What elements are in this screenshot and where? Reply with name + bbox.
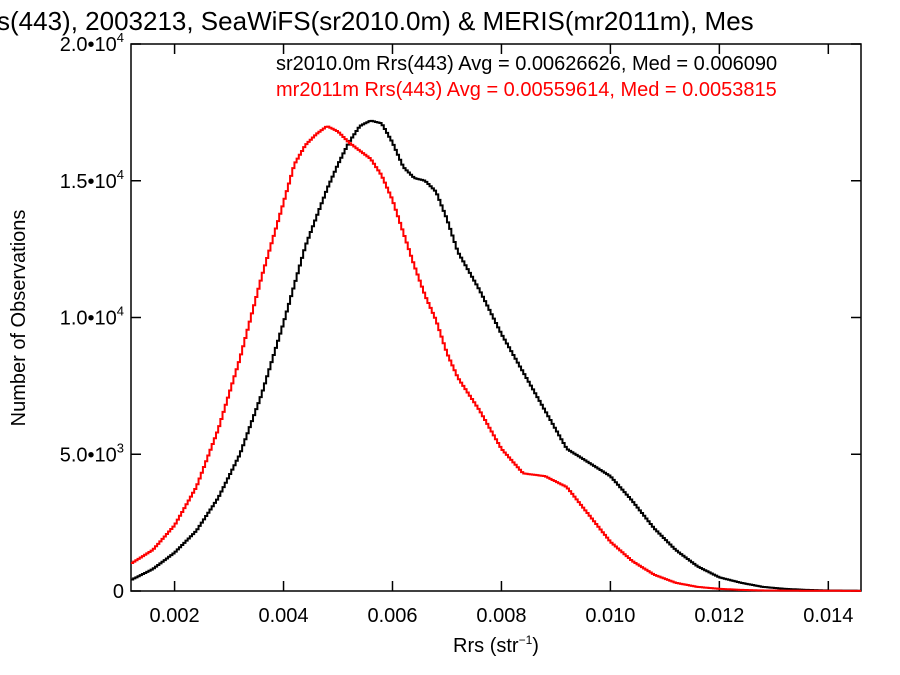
series-lines — [131, 119, 861, 592]
x-axis-label: Rrs (str−1) — [453, 633, 539, 657]
y-tick-label: 2.0•104 — [60, 30, 124, 56]
x-tick-label: 0.004 — [259, 605, 309, 627]
chart-title: s(443), 2003213, SeaWiFS(sr2010.0m) & ME… — [0, 6, 754, 36]
series-line-0 — [131, 119, 861, 592]
y-tick-label: 1.0•104 — [60, 304, 124, 330]
plot-frame — [130, 43, 862, 592]
x-tick-label: 0.010 — [585, 605, 635, 627]
x-tick-label: 0.012 — [694, 605, 744, 627]
series-line-1 — [131, 125, 861, 592]
y-tick-label: 5.0•103 — [60, 440, 124, 466]
legend-entry-series-0: sr2010.0m Rrs(443) Avg = 0.00626626, Med… — [276, 53, 777, 75]
x-tick-label: 0.008 — [476, 605, 526, 627]
x-tick-label: 0.014 — [803, 605, 853, 627]
legend-entry-series-1: mr2011m Rrs(443) Avg = 0.00559614, Med =… — [276, 79, 777, 101]
y-axis-label: Number of Observations — [8, 210, 30, 427]
y-tick-label: 1.5•104 — [60, 167, 124, 193]
x-tick-label: 0.002 — [150, 605, 200, 627]
axis-tick-labels: 0.002 0.004 0.006 0.008 0.010 0.012 0.014 0 5.0•… — [60, 30, 854, 627]
legend: sr2010.0m Rrs(443) Avg = 0.00626626, Med… — [276, 53, 777, 101]
x-tick-label: 0.006 — [367, 605, 417, 627]
axis-ticks — [131, 43, 861, 592]
y-tick-label: 0 — [113, 581, 124, 603]
